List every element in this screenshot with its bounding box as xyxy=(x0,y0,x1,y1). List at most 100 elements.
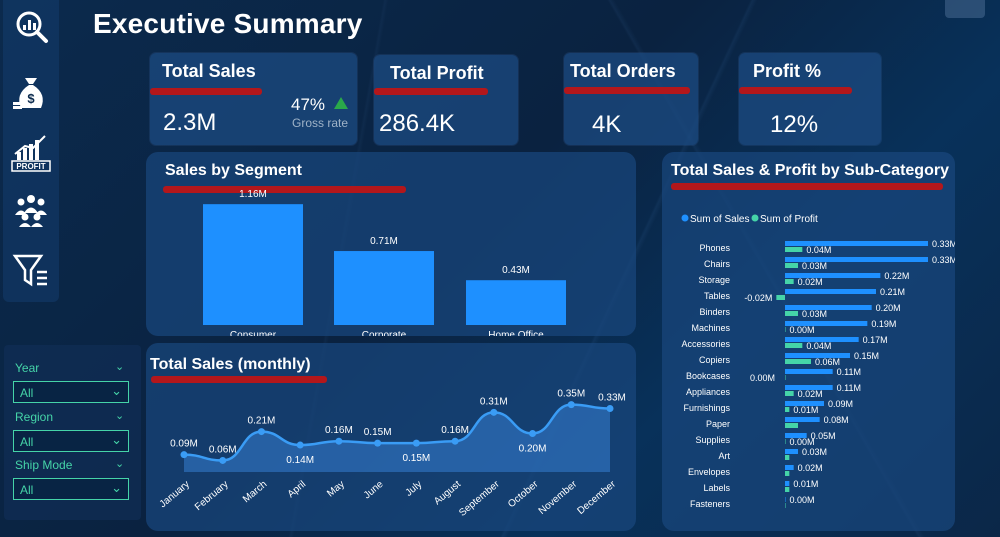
legend-marker xyxy=(681,214,689,222)
sales-data-label: 0.11M xyxy=(837,367,861,377)
filter-icon[interactable] xyxy=(11,250,51,290)
category-label: Accessories xyxy=(681,339,730,349)
panel-underline xyxy=(163,186,406,193)
profit-data-label: 0.00M xyxy=(790,437,815,447)
sales-by-segment-panel: Sales by Segment 1.16M Consumer 0.71M Corpo… xyxy=(146,152,636,336)
subcategory-panel: Total Sales & Profit by Sub-Category Sum… xyxy=(662,152,955,531)
sales-data-label: 0.17M xyxy=(863,335,888,345)
sales-bar xyxy=(785,401,824,406)
sales-bar xyxy=(785,417,820,422)
profit-bar xyxy=(785,407,790,412)
kpi-total-sales-label: Total Sales xyxy=(162,61,256,81)
segment-bar xyxy=(334,251,434,325)
profit-bar xyxy=(785,391,794,396)
kpi-total-orders-label: Total Orders xyxy=(570,61,676,81)
kpi-underline xyxy=(564,87,690,94)
sales-bar xyxy=(785,465,794,470)
team-icon[interactable] xyxy=(11,188,51,228)
profit-bar xyxy=(785,487,790,492)
ship-mode-dropdown[interactable]: All ⌄ xyxy=(13,478,129,500)
sales-data-label: 0.01M xyxy=(793,479,818,489)
sales-data-label: 0.03M xyxy=(802,447,827,457)
chevron-down-icon[interactable]: ⌄ xyxy=(115,410,125,422)
sales-data-label: 0.21M xyxy=(880,287,905,297)
profit-data-label: 0.02M xyxy=(798,277,823,287)
profit-data-label: 0.03M xyxy=(802,309,827,319)
sales-bar xyxy=(785,321,868,326)
kpi-total-orders-value: 4K xyxy=(592,111,622,138)
chevron-down-icon[interactable]: ⌄ xyxy=(115,361,125,373)
monthly-area-chart: 0.09M January 0.06M February 0.21M March 0.14M… xyxy=(158,389,626,519)
category-label: Home Office xyxy=(488,330,544,336)
category-label: Copiers xyxy=(699,355,731,365)
kpi-underline xyxy=(374,88,488,95)
sales-data-label: 0.22M xyxy=(884,271,909,281)
kpi-total-orders-card: Total Orders 4K xyxy=(564,53,698,145)
kpi-underline xyxy=(739,87,852,94)
kpi-profit-pct-card: Profit % 12% xyxy=(739,53,881,145)
region-filter-label: Region xyxy=(15,410,54,424)
month-label: October xyxy=(506,478,541,510)
sales-bar xyxy=(785,257,928,262)
sidebar-nav: $ PROFIT xyxy=(3,0,59,302)
profit-data-label: 0.00M xyxy=(750,373,775,383)
category-label: Envelopes xyxy=(688,467,731,477)
home-button[interactable] xyxy=(945,0,985,18)
data-label: 0.06M xyxy=(209,444,237,455)
data-label: 0.31M xyxy=(480,396,508,407)
category-label: Art xyxy=(718,451,730,461)
profit-data-label: 0.00M xyxy=(790,325,815,335)
chevron-down-icon[interactable]: ⌄ xyxy=(115,458,125,470)
profit-data-label: 0.02M xyxy=(798,389,823,399)
segment-bar-chart: 1.16M Consumer 0.71M Corporate 0.43M Home Off… xyxy=(203,189,566,336)
data-point xyxy=(180,451,188,459)
category-label: Machines xyxy=(691,323,730,333)
month-label: September xyxy=(457,478,502,518)
region-dropdown[interactable]: All ⌄ xyxy=(13,430,129,452)
profit-bar xyxy=(785,263,798,268)
data-point xyxy=(606,404,614,412)
sales-data-label: 0.00M xyxy=(790,495,815,505)
data-label: 0.09M xyxy=(170,439,198,450)
sales-bar xyxy=(785,289,876,294)
sales-bar xyxy=(785,385,833,390)
chevron-down-icon: ⌄ xyxy=(111,383,122,398)
profit-bar xyxy=(785,359,811,364)
money-bag-icon[interactable]: $ xyxy=(11,72,51,112)
year-dropdown[interactable]: All ⌄ xyxy=(13,381,129,403)
subcategory-bar-chart: Sum of Sales Sum of Profit Phones 0.33M 0.04… xyxy=(681,214,955,509)
kpi-total-sales-value: 2.3M xyxy=(163,109,217,136)
data-point xyxy=(296,441,304,449)
series-line xyxy=(183,403,611,462)
sales-bar xyxy=(785,337,859,342)
sales-bar xyxy=(785,481,790,486)
region-dropdown-value: All xyxy=(20,435,34,449)
profit-bar xyxy=(785,311,798,316)
ship-mode-dropdown-value: All xyxy=(20,483,34,497)
data-label: 0.20M xyxy=(519,444,547,455)
month-label: February xyxy=(193,479,231,513)
category-label: Storage xyxy=(698,275,730,285)
svg-text:$: $ xyxy=(27,91,35,106)
sales-bar xyxy=(785,353,850,358)
profit-data-label: 0.04M xyxy=(806,341,831,351)
profit-icon-text: PROFIT xyxy=(16,162,45,171)
data-point xyxy=(335,437,343,445)
data-point xyxy=(257,428,265,436)
sales-data-label: 0.08M xyxy=(824,415,849,425)
data-label: 0.16M xyxy=(325,425,353,436)
kpi-underline xyxy=(150,88,262,95)
ship-mode-filter-label: Ship Mode xyxy=(15,458,73,472)
sales-data-label: 0.05M xyxy=(811,431,836,441)
month-label: March xyxy=(241,479,269,505)
data-label: 0.15M xyxy=(364,427,392,438)
data-point xyxy=(412,439,420,447)
sales-data-label: 0.20M xyxy=(876,303,901,313)
data-point xyxy=(374,439,382,447)
kpi-total-sales-card: Total Sales 2.3M 47% Gross rate xyxy=(150,53,357,145)
data-label: 0.43M xyxy=(502,265,530,276)
sales-bar xyxy=(785,273,881,278)
category-label: Furnishings xyxy=(683,403,730,413)
analytics-search-icon[interactable] xyxy=(11,6,51,46)
profit-chart-icon[interactable]: PROFIT xyxy=(11,132,51,172)
